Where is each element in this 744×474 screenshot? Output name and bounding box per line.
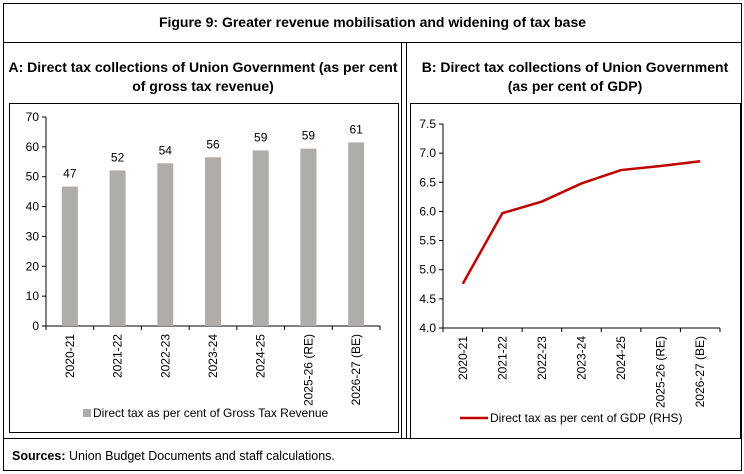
bar: [157, 163, 174, 326]
y-tick-label: 5.5: [419, 234, 436, 248]
legend-label: Direct tax as per cent of GDP (RHS): [490, 411, 683, 425]
title-divider: [3, 42, 742, 43]
x-tick-label: 2025-26 (RE): [301, 334, 315, 406]
sources-divider: [3, 438, 742, 439]
bar: [205, 157, 221, 326]
data-label: 61: [349, 122, 363, 136]
x-tick-label: 2020-21: [63, 334, 77, 378]
y-tick-label: 7.0: [419, 146, 436, 160]
figure-title: Figure 9: Greater revenue mobilisation a…: [158, 14, 587, 30]
x-tick-label: 2021-22: [495, 336, 509, 380]
x-tick-label: 2025-26 (RE): [654, 336, 668, 408]
data-label: 59: [302, 129, 316, 143]
y-tick-label: 6.0: [419, 204, 436, 218]
x-tick-label: 2026-27 (BE): [693, 336, 707, 407]
x-tick-label: 2022-23: [535, 336, 549, 380]
bar: [252, 150, 269, 326]
y-tick-label: 4.0: [419, 321, 436, 335]
panel-a-chart-frame: [9, 103, 399, 433]
y-tick-label: 0: [32, 319, 39, 333]
legend-swatch: [83, 409, 91, 417]
x-tick-label: 2026-27 (BE): [349, 334, 363, 405]
panel-a-title: A: Direct tax collections of Union Gover…: [8, 59, 398, 94]
x-tick-label: 2022-23: [158, 334, 172, 378]
x-tick-label: 2020-21: [456, 336, 470, 380]
y-tick-label: 30: [26, 229, 40, 243]
data-label: 54: [159, 143, 173, 157]
y-tick-label: 40: [26, 200, 40, 214]
outer-frame: [3, 3, 742, 471]
sources-note: Sources: Union Budget Documents and staf…: [12, 449, 335, 463]
sources-text: Union Budget Documents and staff calcula…: [65, 449, 335, 463]
panel-divider: [401, 42, 407, 438]
y-tick-label: 5.0: [419, 263, 436, 277]
y-tick-label: 4.5: [419, 292, 436, 306]
legend-label: Direct tax as per cent of Gross Tax Reve…: [93, 406, 329, 420]
x-tick-label: 2021-22: [111, 334, 125, 378]
x-tick-label: 2023-24: [206, 334, 220, 378]
y-tick-label: 60: [26, 140, 40, 154]
bar: [61, 186, 78, 326]
data-label: 56: [206, 137, 220, 151]
y-tick-label: 7.5: [419, 117, 436, 131]
x-tick-label: 2024-25: [614, 336, 628, 380]
bar: [109, 170, 126, 326]
data-label: 59: [254, 130, 268, 144]
y-tick-label: 50: [26, 170, 40, 184]
sources-label: Sources:: [12, 449, 66, 463]
y-tick-label: 70: [26, 110, 40, 124]
y-tick-label: 20: [26, 259, 40, 273]
panel-b-title: B: Direct tax collections of Union Gover…: [421, 59, 729, 94]
data-label: 52: [111, 150, 125, 164]
y-tick-label: 10: [26, 289, 40, 303]
x-tick-label: 2024-25: [254, 334, 268, 378]
data-label: 47: [63, 167, 77, 181]
bar: [300, 148, 317, 326]
series-line: [461, 160, 701, 285]
x-tick-label: 2023-24: [575, 336, 589, 380]
bar: [348, 142, 365, 326]
y-tick-label: 6.5: [419, 175, 436, 189]
